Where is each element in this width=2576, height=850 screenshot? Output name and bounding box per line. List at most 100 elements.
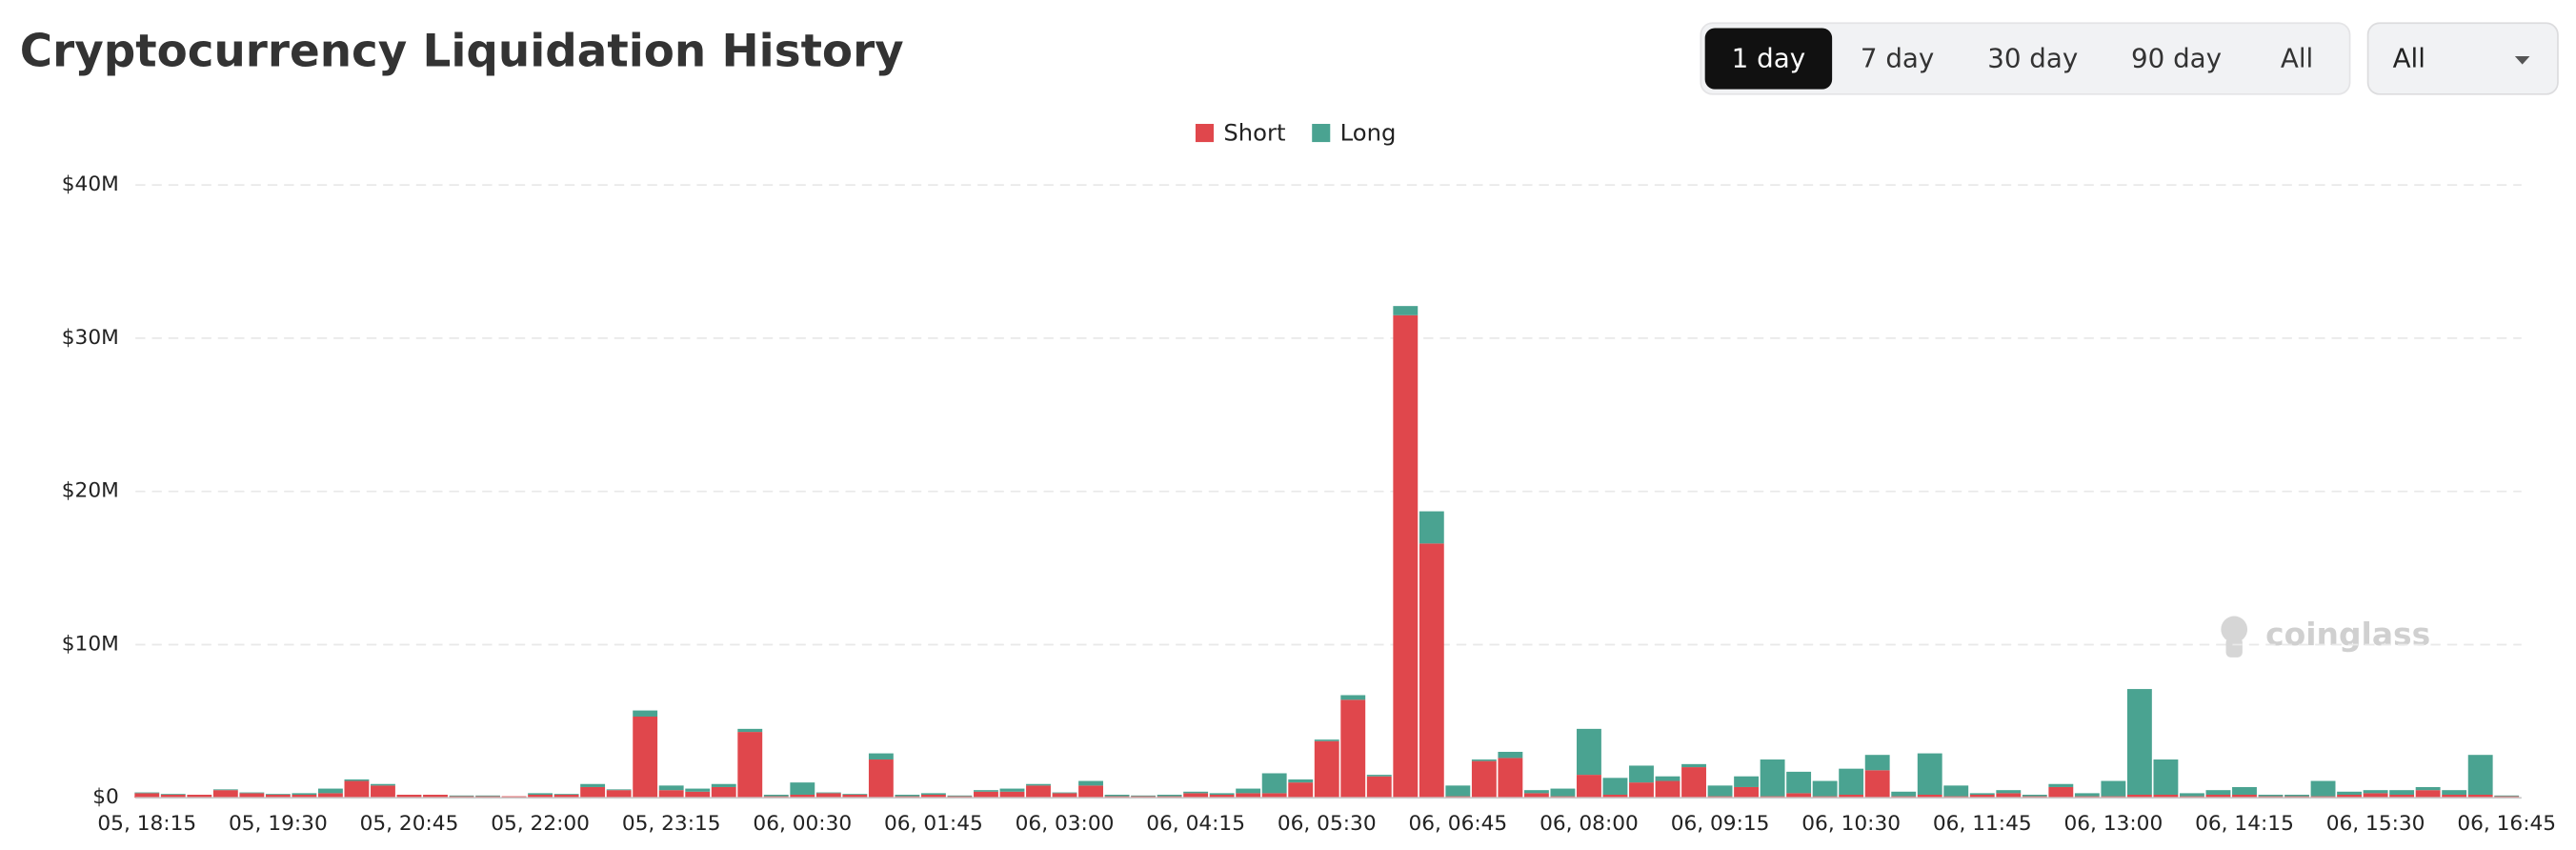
bar-segment xyxy=(239,793,265,799)
bar-segment xyxy=(1681,763,1706,768)
bar-segment xyxy=(1996,790,2022,794)
bar-segment xyxy=(2310,780,2336,797)
bar-segment xyxy=(2074,793,2100,797)
watermark-icon xyxy=(2221,616,2248,643)
bar-segment xyxy=(606,789,632,791)
bar-segment xyxy=(842,794,868,799)
range-tab[interactable] xyxy=(1704,28,1833,90)
bar-segment xyxy=(1236,788,1261,794)
bar-segment xyxy=(815,792,841,794)
bar-segment xyxy=(1681,767,1706,799)
bar-segment xyxy=(580,783,606,787)
bar-segment xyxy=(1183,793,1209,799)
bar-segment xyxy=(2232,794,2257,799)
bar-segment xyxy=(1498,758,1523,799)
bar-segment xyxy=(633,717,658,799)
bar-segment xyxy=(1209,794,1235,799)
bar-segment xyxy=(658,790,684,799)
bar-segment xyxy=(292,794,317,799)
chart-title: Cryptocurrency Liquidation History xyxy=(20,27,904,78)
bar-segment xyxy=(1839,768,1864,795)
bar-segment xyxy=(1523,793,1549,799)
bar-segment xyxy=(160,794,186,795)
bar-segment xyxy=(344,780,370,799)
bar-segment xyxy=(239,792,265,794)
x-tick-label: 05, 23:15 xyxy=(622,812,721,836)
bar-segment xyxy=(317,788,343,794)
bar-segment xyxy=(1419,543,1444,799)
range-tab-label: 30 day xyxy=(1987,42,2078,73)
bar-segment xyxy=(711,786,736,799)
bar-segment xyxy=(2442,794,2467,799)
x-tick-label: 05, 20:45 xyxy=(360,812,459,836)
y-tick-label: $10M xyxy=(62,632,119,656)
bar-segment xyxy=(1340,699,1366,799)
bar-segment xyxy=(1078,780,1103,786)
bar-segment xyxy=(1760,759,1785,797)
bar-segment xyxy=(2205,790,2231,795)
range-tab-label: 7 day xyxy=(1861,42,1934,73)
bar-segment xyxy=(2415,790,2441,799)
bar-segment xyxy=(2101,780,2126,797)
bar-segment xyxy=(842,794,868,795)
bar-segment xyxy=(212,790,238,799)
bar-segment xyxy=(371,783,395,786)
bar-segment xyxy=(737,728,763,733)
bar-segment xyxy=(1839,794,1864,799)
bar-segment xyxy=(790,782,815,795)
x-tick-label: 06, 04:15 xyxy=(1146,812,1245,836)
bar-segment xyxy=(1734,776,1760,787)
x-tick-label: 06, 09:15 xyxy=(1671,812,1770,836)
bar-segment xyxy=(1393,306,1419,315)
bar-segment xyxy=(1340,695,1366,700)
bar-segment xyxy=(1523,790,1549,794)
dropdown[interactable] xyxy=(2366,22,2559,95)
legend-label: Short xyxy=(1223,118,1285,146)
range-tab-label: All xyxy=(2281,42,2313,73)
range-tabs xyxy=(1700,22,2351,95)
x-tick-label: 06, 08:00 xyxy=(1540,812,1639,836)
bar-segment xyxy=(1157,794,1182,797)
bar-segment xyxy=(528,794,553,799)
bar-segment xyxy=(134,792,160,794)
bar-segment xyxy=(2126,689,2152,795)
bar-segment xyxy=(1261,793,1287,799)
x-tick-label: 06, 13:00 xyxy=(2064,812,2163,836)
y-tick-label: $30M xyxy=(62,326,119,350)
bar-segment xyxy=(1812,780,1838,797)
bar-segment xyxy=(1261,773,1287,794)
bar-segment xyxy=(580,786,606,799)
x-tick-label: 06, 06:45 xyxy=(1408,812,1507,836)
bar-segment xyxy=(1629,782,1654,799)
bar-segment xyxy=(1707,785,1733,797)
bar-segment xyxy=(790,794,815,799)
bar-segment xyxy=(895,794,920,797)
legend-label: Long xyxy=(1340,118,1397,146)
range-tab-label: 90 day xyxy=(2131,42,2222,73)
bar-segment xyxy=(160,794,186,799)
x-tick-label: 06, 03:00 xyxy=(1016,812,1115,836)
x-tick-label: 06, 11:45 xyxy=(1933,812,2032,836)
range-tab-label: 1 day xyxy=(1732,42,1805,73)
bar-segment xyxy=(553,794,579,799)
bar-segment xyxy=(553,794,579,795)
bar-segment xyxy=(2337,794,2363,799)
bar-segment xyxy=(2022,794,2047,797)
bar-segment xyxy=(2389,790,2415,795)
bar-segment xyxy=(737,732,763,799)
bar-segment xyxy=(1314,740,1339,799)
bar-segment xyxy=(685,788,711,792)
bar-segment xyxy=(2232,786,2257,795)
x-tick-label: 06, 01:45 xyxy=(884,812,983,836)
bar-segment xyxy=(974,790,998,792)
bar-segment xyxy=(999,791,1025,799)
dropdown-caret xyxy=(2514,55,2530,65)
bar-segment xyxy=(633,710,658,718)
legend-swatch xyxy=(1312,124,1331,143)
bar-segment xyxy=(1786,793,1812,799)
bar-segment xyxy=(999,788,1025,792)
bar-segment xyxy=(1314,739,1339,741)
bar-segment xyxy=(2389,794,2415,799)
